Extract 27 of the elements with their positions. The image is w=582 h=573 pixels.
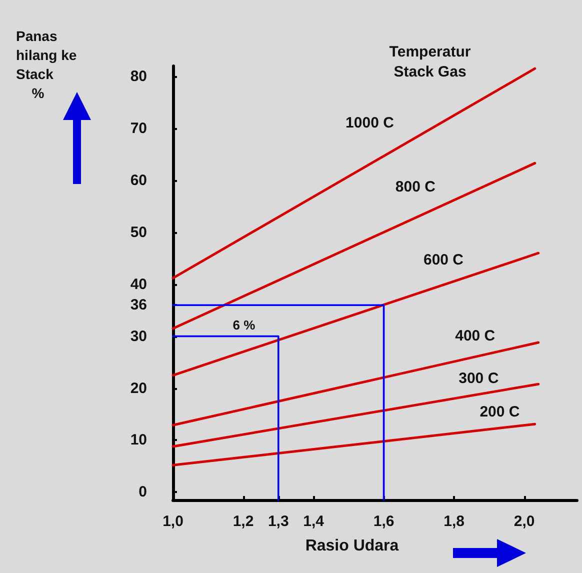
x-tick-label: 1,3 bbox=[268, 513, 289, 530]
x-axis-title: Rasio Udara bbox=[305, 538, 399, 554]
series-label: 800 C bbox=[395, 178, 436, 196]
y-tick-label: 20 bbox=[130, 380, 147, 397]
y-tick-label: 30 bbox=[130, 328, 147, 345]
annotation: 6 % bbox=[232, 318, 256, 332]
y-tick-label: 50 bbox=[130, 224, 147, 241]
x-tick-label: 1,2 bbox=[232, 513, 254, 530]
y-axis-title: Panas hilang ke Stack % bbox=[16, 28, 77, 101]
y-tick-label: 36 bbox=[130, 296, 147, 314]
y-tick-label: 0 bbox=[138, 484, 147, 501]
y-tick-label: 40 bbox=[130, 276, 147, 293]
x-tick-label: 1,0 bbox=[162, 513, 184, 530]
y-tick-label: 10 bbox=[130, 432, 147, 449]
legend-title: Temperatur Stack Gas bbox=[389, 44, 471, 80]
x-tick-label: 1,4 bbox=[303, 513, 325, 530]
y-tick-label: 60 bbox=[130, 172, 147, 189]
series-label: 400 C bbox=[455, 327, 496, 344]
y-tick-label: 70 bbox=[130, 120, 147, 137]
series-label: 1000 C bbox=[346, 114, 394, 132]
y-tick-label: 80 bbox=[130, 68, 147, 85]
x-tick-label: 2,0 bbox=[514, 513, 535, 530]
series-label: 200 C bbox=[480, 404, 520, 421]
series-label: 600 C bbox=[423, 251, 464, 268]
x-tick-label: 1,6 bbox=[373, 513, 394, 530]
series-label: 300 C bbox=[458, 370, 499, 387]
x-tick-label: 1,8 bbox=[444, 513, 464, 530]
